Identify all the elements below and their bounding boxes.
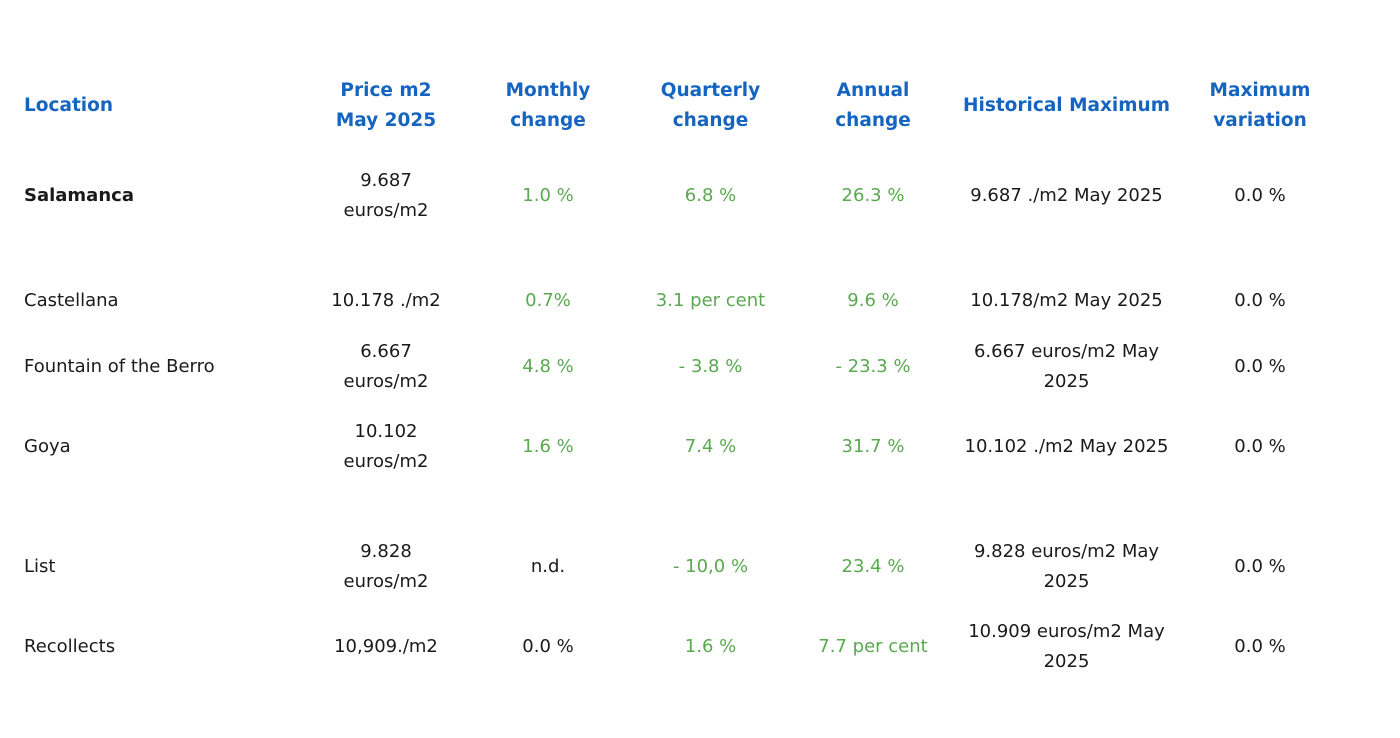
header-maximum-variation: Maximum variation (1209, 80, 1311, 131)
monthly-change-cell: 0.7% (525, 290, 571, 311)
header-quarterly-change: Quarterly change (660, 80, 761, 131)
historical-maximum-cell: 10.909 euros/m2 May 2025 (968, 621, 1165, 672)
maximum-variation-cell: 0.0 % (1234, 185, 1286, 206)
monthly-change-cell: 1.6 % (522, 436, 574, 457)
location-cell: Castellana (24, 290, 119, 311)
location-cell: Goya (24, 436, 71, 457)
price-cell: 9.828 euros/m2 (343, 541, 429, 592)
quarterly-change-cell: - 3.8 % (678, 356, 743, 377)
location-cell: Recollects (24, 636, 116, 657)
table-row-recollects: Recollects 10,909./m2 0.0 % 1.6 % 7.7 pe… (0, 617, 1400, 677)
price-cell: 6.667 euros/m2 (343, 341, 429, 392)
price-cell: 10.102 euros/m2 (343, 421, 429, 472)
monthly-change-cell: 0.0 % (522, 636, 574, 657)
maximum-variation-cell: 0.0 % (1234, 290, 1286, 311)
table-row-castellana: Castellana 10.178 ./m2 0.7% 3.1 per cent… (0, 286, 1400, 316)
quarterly-change-cell: 3.1 per cent (655, 290, 766, 311)
annual-change-cell: 7.7 per cent (818, 636, 928, 657)
header-annual-change: Annual change (835, 80, 911, 131)
header-location: Location (24, 95, 114, 116)
header-historical-maximum: Historical Maximum (963, 95, 1170, 116)
quarterly-change-cell: 7.4 % (684, 436, 737, 457)
table-row-goya: Goya 10.102 euros/m2 1.6 % 7.4 % 31.7 % … (0, 417, 1400, 477)
price-cell: 10,909./m2 (334, 636, 438, 657)
table-row-list: List 9.828 euros/m2 n.d. - 10,0 % 23.4 %… (0, 537, 1400, 597)
quarterly-change-cell: - 10,0 % (672, 556, 749, 577)
historical-maximum-cell: 6.667 euros/m2 May 2025 (973, 341, 1160, 392)
price-cell: 10.178 ./m2 (331, 290, 441, 311)
header-price: Price m2 May 2025 (335, 80, 437, 131)
table-header-row: Location Price m2 May 2025 Monthly chang… (0, 76, 1400, 136)
table-row-salamanca: Salamanca 9.687 euros/m2 1.0 % 6.8 % 26.… (0, 166, 1400, 226)
maximum-variation-cell: 0.0 % (1234, 436, 1286, 457)
annual-change-cell: 26.3 % (841, 185, 905, 206)
table-row-fountain-of-the-berro: Fountain of the Berro 6.667 euros/m2 4.8… (0, 337, 1400, 397)
quarterly-change-cell: 1.6 % (684, 636, 737, 657)
monthly-change-cell: 1.0 % (522, 185, 574, 206)
location-cell: Salamanca (24, 185, 134, 206)
header-monthly-change: Monthly change (505, 80, 591, 131)
monthly-change-cell: 4.8 % (522, 356, 574, 377)
historical-maximum-cell: 9.687 ./m2 May 2025 (970, 185, 1163, 206)
annual-change-cell: 23.4 % (841, 556, 905, 577)
annual-change-cell: 31.7 % (841, 436, 905, 457)
maximum-variation-cell: 0.0 % (1234, 356, 1286, 377)
maximum-variation-cell: 0.0 % (1234, 556, 1286, 577)
location-cell: Fountain of the Berro (24, 356, 215, 377)
historical-maximum-cell: 10.178/m2 May 2025 (970, 290, 1163, 311)
maximum-variation-cell: 0.0 % (1234, 636, 1286, 657)
monthly-change-cell: n.d. (530, 556, 566, 577)
location-cell: List (24, 556, 56, 577)
annual-change-cell: 9.6 % (847, 290, 899, 311)
quarterly-change-cell: 6.8 % (684, 185, 737, 206)
annual-change-cell: - 23.3 % (835, 356, 911, 377)
historical-maximum-cell: 9.828 euros/m2 May 2025 (973, 541, 1160, 592)
historical-maximum-cell: 10.102 ./m2 May 2025 (964, 436, 1169, 457)
price-cell: 9.687 euros/m2 (343, 170, 429, 221)
